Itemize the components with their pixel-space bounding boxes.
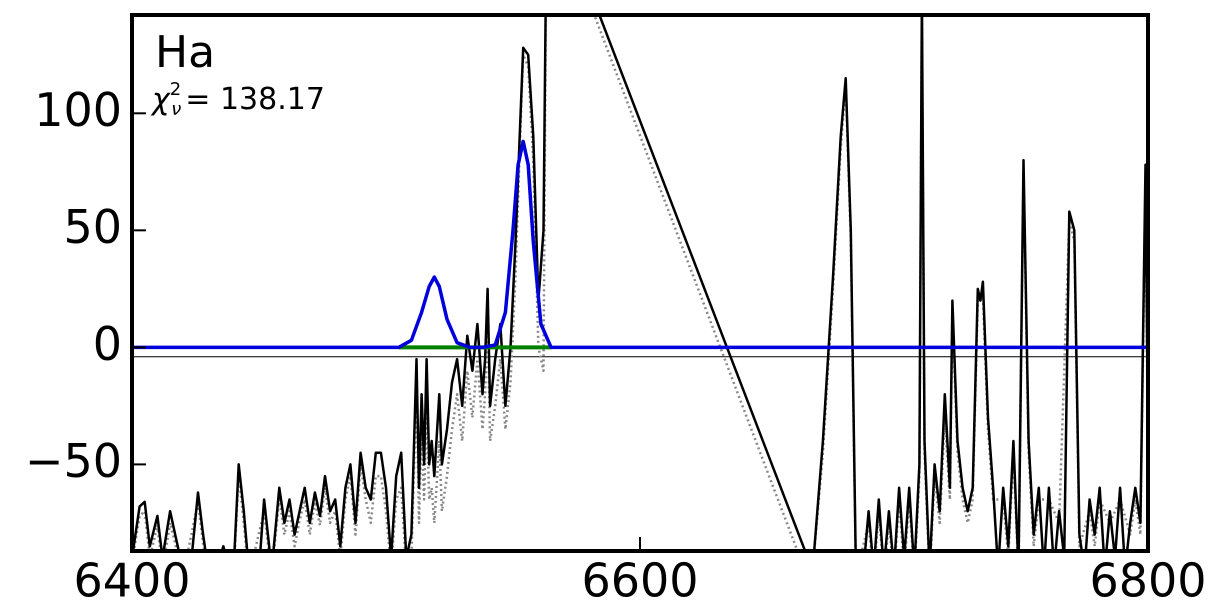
x-tick-label: 6400: [73, 554, 190, 608]
stat-label: χ2 ν = 138.17: [150, 79, 325, 120]
y-tick-label: −50: [25, 434, 122, 488]
plot-lines: [132, 15, 1148, 551]
x-tick-label: 6600: [581, 554, 698, 608]
stat-sup: 2: [170, 79, 181, 100]
x-tick-label: 6800: [1089, 554, 1206, 608]
stat-value: = 138.17: [185, 82, 325, 117]
stat-symbol: χ: [150, 82, 171, 117]
series-line: [132, 139, 1148, 350]
annotation: Ha: [155, 27, 215, 78]
y-tick-label: 100: [34, 83, 122, 137]
series-line: [132, 15, 1148, 551]
y-tick-label: 50: [63, 200, 122, 254]
stat-sub: ν: [171, 99, 181, 120]
y-tick-label: 0: [93, 317, 122, 371]
